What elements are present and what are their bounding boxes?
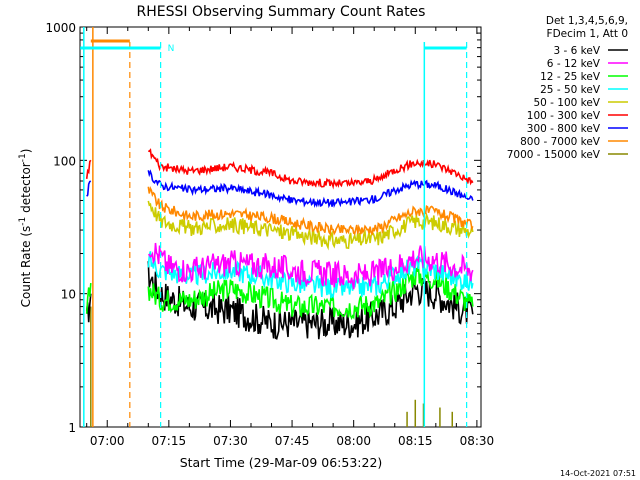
- legend-label: 7000 - 15000 keV: [507, 149, 601, 161]
- legend-label: 12 - 25 keV: [540, 71, 601, 83]
- series-line: [147, 169, 474, 209]
- legend-label: 3 - 6 keV: [553, 45, 600, 57]
- series-line: [147, 186, 474, 237]
- flag-label: N: [168, 44, 175, 54]
- x-tick-label: 07:15: [152, 434, 187, 448]
- legend-label: 100 - 300 keV: [527, 110, 601, 122]
- x-tick-label: 08:30: [460, 434, 495, 448]
- legend-header-line: Det 1,3,4,5,6,9,: [546, 15, 628, 27]
- legend-label: 800 - 7000 keV: [520, 136, 601, 148]
- x-tick-label: 08:00: [336, 434, 371, 448]
- plot-border: [79, 26, 482, 428]
- series-layer: [85, 148, 474, 427]
- series-line: [148, 242, 474, 290]
- x-tick-label: 07:00: [90, 434, 125, 448]
- x-tick-label: 08:15: [398, 434, 433, 448]
- legend-label: 300 - 800 keV: [527, 123, 601, 135]
- series-line: [85, 159, 92, 179]
- x-axis-label: Start Time (29-Mar-09 06:53:22): [180, 455, 383, 470]
- chart-title: RHESSI Observing Summary Count Rates: [137, 4, 426, 20]
- legend-label: 25 - 50 keV: [540, 84, 601, 96]
- legend-label: 6 - 12 keV: [547, 58, 601, 70]
- x-tick-label: 07:30: [213, 434, 248, 448]
- legend-header-line: FDecim 1, Att 0: [547, 28, 628, 40]
- y-axis: 1 10 100 1000: [45, 21, 481, 435]
- series-line: [147, 263, 474, 321]
- legend-label: 50 - 100 keV: [533, 97, 600, 109]
- y-tick-label: 1: [68, 421, 76, 435]
- series-line: [147, 251, 474, 299]
- y-tick-label: 10: [61, 288, 76, 302]
- series-line: [147, 200, 474, 251]
- y-axis-label: Count Rate (s-1 detector-1): [18, 149, 33, 308]
- series-line: [85, 283, 92, 314]
- x-axis: 07:00 07:15 07:30 07:45 08:00 08:15 08:30: [86, 27, 495, 448]
- date-stamp: 14-Oct-2021 07:51: [560, 469, 636, 478]
- series-line: [148, 148, 474, 190]
- x-tick-label: 07:45: [275, 434, 310, 448]
- series-line: [86, 180, 92, 197]
- legend: Det 1,3,4,5,6,9, FDecim 1, Att 0 3 - 6 k…: [507, 15, 628, 161]
- time-markers: N: [80, 27, 468, 427]
- y-tick-label: 1000: [45, 21, 76, 35]
- y-tick-label: 100: [53, 154, 76, 168]
- plot-frame: [79, 26, 482, 428]
